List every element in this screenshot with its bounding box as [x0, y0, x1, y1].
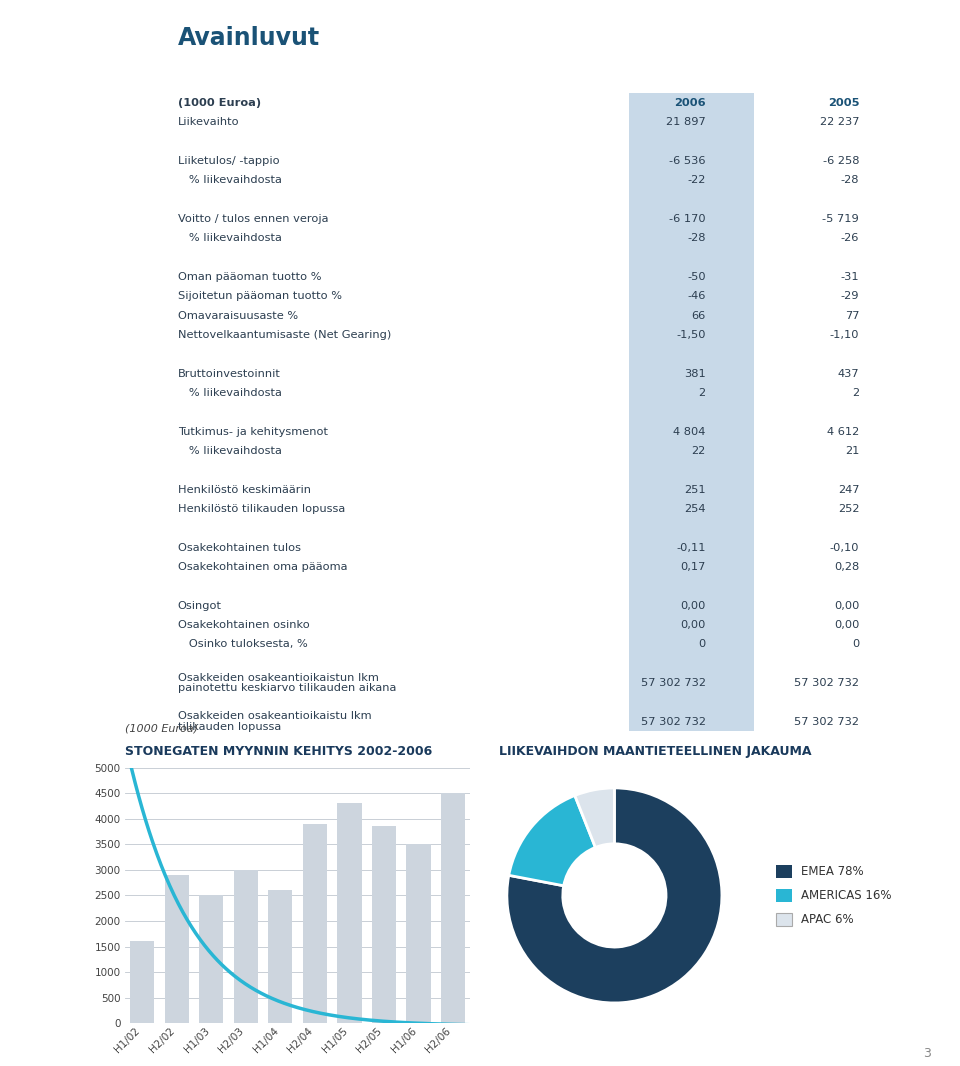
Text: 2: 2 [852, 388, 859, 398]
Text: 0: 0 [698, 640, 706, 649]
Text: % liikevaihdosta: % liikevaihdosta [178, 233, 281, 243]
Text: Omavaraisuusaste %: Omavaraisuusaste % [178, 310, 298, 321]
Text: Henkilöstö keskimäärin: Henkilöstö keskimäärin [178, 485, 311, 495]
Text: Henkilöstö tilikauden lopussa: Henkilöstö tilikauden lopussa [178, 504, 345, 514]
Text: 0,00: 0,00 [834, 600, 859, 611]
Text: -46: -46 [687, 291, 706, 302]
Text: Bruttoinvestoinnit: Bruttoinvestoinnit [178, 369, 280, 378]
Text: LIIKEVAIHDON MAANTIETEELLINEN JAKAUMA: LIIKEVAIHDON MAANTIETEELLINEN JAKAUMA [499, 745, 812, 758]
Text: -0,11: -0,11 [676, 543, 706, 552]
FancyBboxPatch shape [629, 93, 754, 731]
Text: painotettu keskiarvo tilikauden aikana: painotettu keskiarvo tilikauden aikana [178, 683, 396, 693]
Text: Osakkeiden osakeantioikaistun lkm: Osakkeiden osakeantioikaistun lkm [178, 673, 378, 682]
Text: 57 302 732: 57 302 732 [640, 716, 706, 727]
Text: 57 302 732: 57 302 732 [794, 716, 859, 727]
Text: % liikevaihdosta: % liikevaihdosta [178, 446, 281, 456]
Text: 0: 0 [852, 640, 859, 649]
Wedge shape [509, 795, 595, 886]
Wedge shape [575, 788, 614, 847]
Text: 3: 3 [924, 1047, 931, 1060]
Text: Liiketulos/ -tappio: Liiketulos/ -tappio [178, 156, 279, 166]
Text: 381: 381 [684, 369, 706, 378]
Text: 252: 252 [838, 504, 859, 514]
Text: -26: -26 [841, 233, 859, 243]
Text: STONEGATEN MYYNNIN KEHITYS 2002-2006: STONEGATEN MYYNNIN KEHITYS 2002-2006 [125, 745, 432, 758]
Text: -0,10: -0,10 [829, 543, 859, 552]
Bar [372, 826, 396, 1023]
Text: Oman pääoman tuotto %: Oman pääoman tuotto % [178, 272, 321, 281]
Text: -6 536: -6 536 [669, 156, 706, 166]
Text: 2006: 2006 [674, 98, 706, 108]
Bar [199, 895, 224, 1023]
Text: 57 302 732: 57 302 732 [794, 678, 859, 688]
Text: -1,50: -1,50 [676, 330, 706, 340]
Text: -28: -28 [687, 233, 706, 243]
Text: 251: 251 [684, 485, 706, 495]
Text: 0,00: 0,00 [834, 620, 859, 630]
Text: Voitto / tulos ennen veroja: Voitto / tulos ennen veroja [178, 214, 328, 224]
Text: 22: 22 [691, 446, 706, 456]
Text: -31: -31 [841, 272, 859, 281]
Legend: EMEA 78%, AMERICAS 16%, APAC 6%: EMEA 78%, AMERICAS 16%, APAC 6% [777, 865, 892, 926]
Text: (1000 Euroa): (1000 Euroa) [178, 98, 261, 108]
Text: 247: 247 [838, 485, 859, 495]
Text: Osinko tuloksesta, %: Osinko tuloksesta, % [178, 640, 307, 649]
Text: -29: -29 [841, 291, 859, 302]
Text: Tutkimus- ja kehitysmenot: Tutkimus- ja kehitysmenot [178, 426, 327, 437]
Text: 22 237: 22 237 [820, 117, 859, 127]
Text: % liikevaihdosta: % liikevaihdosta [178, 175, 281, 185]
Text: 254: 254 [684, 504, 706, 514]
Text: -5 719: -5 719 [823, 214, 859, 224]
Bar [130, 941, 155, 1023]
Text: 4 612: 4 612 [827, 426, 859, 437]
Text: 2: 2 [699, 388, 706, 398]
Bar [268, 890, 293, 1023]
Text: Liikevaihto: Liikevaihto [178, 117, 239, 127]
Text: 77: 77 [845, 310, 859, 321]
Text: Avainluvut: Avainluvut [178, 26, 320, 50]
Text: Sijoitetun pääoman tuotto %: Sijoitetun pääoman tuotto % [178, 291, 342, 302]
Text: 0,17: 0,17 [681, 562, 706, 572]
Text: 0,28: 0,28 [834, 562, 859, 572]
Text: 0,00: 0,00 [681, 600, 706, 611]
Text: Osakkeiden osakeantioikaistu lkm: Osakkeiden osakeantioikaistu lkm [178, 711, 372, 722]
Bar [441, 793, 466, 1023]
Text: -50: -50 [687, 272, 706, 281]
Text: 21: 21 [845, 446, 859, 456]
Bar [302, 824, 327, 1023]
Bar [164, 875, 189, 1023]
Text: 0,00: 0,00 [681, 620, 706, 630]
Text: % liikevaihdosta: % liikevaihdosta [178, 388, 281, 398]
Text: 4 804: 4 804 [673, 426, 706, 437]
Text: 57 302 732: 57 302 732 [640, 678, 706, 688]
Text: -28: -28 [841, 175, 859, 185]
Text: -6 258: -6 258 [823, 156, 859, 166]
Text: Osakekohtainen oma pääoma: Osakekohtainen oma pääoma [178, 562, 348, 572]
Bar [337, 804, 362, 1023]
Text: (1000 Euroa): (1000 Euroa) [125, 724, 198, 733]
Text: 21 897: 21 897 [666, 117, 706, 127]
Bar [406, 844, 431, 1023]
Text: Osakekohtainen tulos: Osakekohtainen tulos [178, 543, 300, 552]
Text: -1,10: -1,10 [829, 330, 859, 340]
Text: 66: 66 [691, 310, 706, 321]
Text: Nettovelkaantumisaste (Net Gearing): Nettovelkaantumisaste (Net Gearing) [178, 330, 391, 340]
Text: Osingot: Osingot [178, 600, 222, 611]
Text: Osakekohtainen osinko: Osakekohtainen osinko [178, 620, 309, 630]
Text: -6 170: -6 170 [669, 214, 706, 224]
Wedge shape [507, 788, 722, 1003]
Text: 2005: 2005 [828, 98, 859, 108]
Text: -22: -22 [687, 175, 706, 185]
Text: tilikauden lopussa: tilikauden lopussa [178, 722, 281, 732]
Bar [233, 870, 258, 1023]
Text: 437: 437 [837, 369, 859, 378]
